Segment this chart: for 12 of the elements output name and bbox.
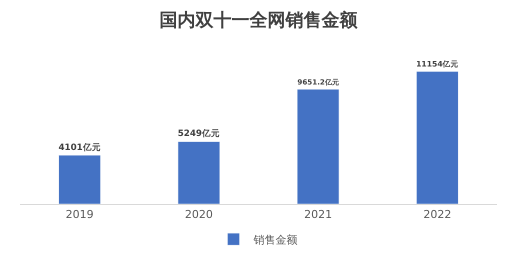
- data-label: 4101亿元: [58, 142, 101, 153]
- bar: [58, 155, 101, 204]
- legend-label: 销售金额: [252, 233, 298, 246]
- x-tick-label: 2021: [304, 208, 332, 222]
- bar: [178, 141, 220, 204]
- x-tick-label: 2022: [423, 208, 452, 222]
- bar: [297, 89, 340, 204]
- x-tick-label: 2019: [66, 208, 94, 222]
- x-tick-label: 2020: [184, 208, 213, 222]
- chart-title: 国内双十一全网销售金额: [160, 10, 358, 31]
- bar: [416, 71, 458, 204]
- data-label: 5249亿元: [178, 128, 220, 140]
